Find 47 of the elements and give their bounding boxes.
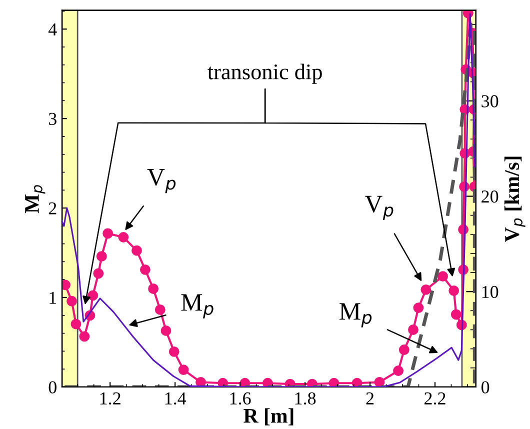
annotation: M$_{p}$	[181, 294, 214, 318]
x-tick-label: 1.8	[295, 392, 316, 405]
point	[79, 331, 90, 342]
point	[70, 318, 82, 330]
point	[140, 264, 150, 275]
y2-axis-title: V$_{p}$ [km/s]	[504, 156, 526, 242]
y-tick-label: 1	[50, 292, 56, 304]
point	[398, 344, 410, 355]
annotation: transonic dip	[208, 64, 322, 84]
y-tick-label: 3	[48, 112, 56, 125]
point	[420, 284, 432, 295]
y-tick-label: 4	[48, 23, 57, 36]
annotation: V$_{p}$	[147, 169, 176, 194]
point	[168, 346, 180, 357]
annotation: M$_{p}$	[340, 303, 372, 328]
x-axis-title: R [m]	[244, 408, 294, 426]
point	[438, 271, 448, 282]
point	[178, 364, 189, 375]
x-tick-label: 2	[366, 392, 374, 404]
y-tick-label: 2	[48, 202, 56, 214]
annotation: V$_{p}$	[364, 196, 394, 220]
point	[132, 245, 142, 256]
point	[96, 251, 107, 262]
y-tick-label: 0	[48, 381, 56, 394]
y2-tick-label: 10	[482, 286, 498, 298]
point	[102, 228, 114, 239]
x-tick-label: 1.6	[230, 392, 251, 405]
point	[118, 232, 129, 242]
point	[66, 296, 77, 306]
x-tick-label: 2.2	[424, 392, 446, 405]
point	[374, 376, 385, 387]
y2-tick-label: 0	[481, 381, 490, 394]
point	[154, 304, 166, 315]
x-tick-label: 1.4	[165, 392, 186, 405]
point	[413, 302, 424, 314]
point	[148, 284, 159, 294]
point	[160, 325, 172, 336]
point	[93, 268, 104, 279]
point	[88, 290, 98, 301]
y2-tick-label: 20	[482, 190, 498, 203]
point	[408, 324, 418, 335]
point	[393, 366, 404, 376]
y-axis-title: M$_{p}$	[25, 185, 46, 214]
point	[450, 309, 462, 320]
y2-tick-label: 30	[482, 95, 498, 108]
x-tick-label: 1.2	[100, 392, 120, 405]
point	[448, 285, 460, 296]
